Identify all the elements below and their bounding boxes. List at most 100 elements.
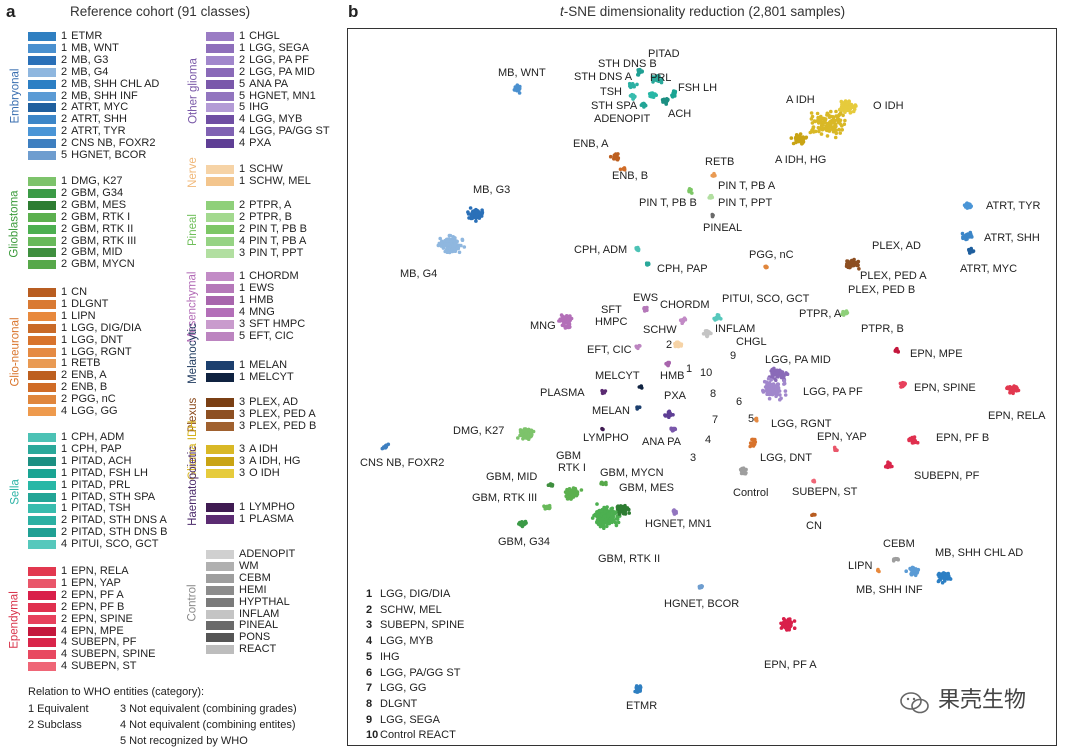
legend-swatch bbox=[206, 503, 234, 512]
sample-point bbox=[749, 442, 754, 446]
cluster-prl bbox=[647, 91, 658, 99]
cluster-label: EPN, PF A bbox=[764, 659, 817, 671]
legend-category-number: 1 bbox=[61, 490, 68, 503]
legend-label: CEBM bbox=[239, 572, 271, 584]
legend-category-number: 3 bbox=[239, 443, 246, 455]
legend-label: HYPTHAL bbox=[239, 596, 290, 608]
sample-point bbox=[816, 125, 821, 130]
legend-class-name: A IDH, HG bbox=[249, 454, 301, 467]
sample-point bbox=[611, 509, 616, 514]
sample-point bbox=[470, 211, 474, 215]
legend-class-name: ADENOPIT bbox=[239, 548, 296, 560]
legend-class-name: PTPR, B bbox=[249, 210, 292, 223]
cluster-atrt-shh bbox=[960, 230, 974, 242]
legend-label: 3 PLEX, AD bbox=[239, 397, 298, 408]
cluster-label: STH DNS B bbox=[598, 58, 657, 70]
sample-point bbox=[907, 438, 911, 443]
sample-point bbox=[614, 517, 619, 521]
cluster-pin-t-ppt bbox=[707, 193, 715, 200]
legend-swatch bbox=[206, 127, 234, 137]
sample-point bbox=[595, 502, 599, 506]
legend-swatch bbox=[28, 224, 56, 234]
legend-label: WM bbox=[239, 560, 259, 572]
sample-point bbox=[821, 126, 826, 131]
sample-point bbox=[673, 344, 678, 349]
cluster-label: STH DNS A bbox=[574, 71, 633, 83]
legend-label: 2 GBM, RTK III bbox=[61, 235, 136, 247]
cluster-epn-mpe bbox=[893, 346, 900, 354]
legend-class-name: CNS NB, FOXR2 bbox=[71, 137, 156, 150]
cluster-inflam bbox=[701, 329, 713, 339]
legend-label: 1 SCHW bbox=[239, 164, 283, 175]
legend-swatch bbox=[28, 115, 56, 125]
legend-class-name: PLASMA bbox=[249, 512, 294, 525]
sample-point bbox=[845, 311, 850, 315]
legend-category-number: 3 bbox=[239, 396, 246, 408]
sample-point bbox=[789, 136, 794, 140]
sample-point bbox=[768, 392, 772, 396]
sample-point bbox=[852, 263, 856, 267]
legend-label: 1 CPH, ADM bbox=[61, 432, 124, 443]
legend-swatch bbox=[206, 573, 234, 583]
legend-class-name: HGNET, BCOR bbox=[71, 149, 147, 161]
sample-point bbox=[459, 243, 463, 248]
cluster-label: DMG, K27 bbox=[453, 425, 504, 437]
legend-group-label: Glioblastoma bbox=[9, 190, 21, 258]
cluster-label: 4 bbox=[705, 434, 711, 446]
legend-label: 4 PITUI, SCO, GCT bbox=[61, 539, 159, 550]
sample-point bbox=[815, 111, 820, 116]
cluster-gbm-rtk-i bbox=[563, 486, 584, 501]
cluster-label: GBM, MID bbox=[486, 471, 537, 483]
number-key: 1 LGG, DIG/DIA 2 SCHW, MEL 3 SUBEPN, SPINE 4 LG… bbox=[366, 587, 464, 744]
legend-swatch bbox=[206, 561, 234, 571]
legend-label: 3 SFT HMPC bbox=[239, 318, 305, 330]
number-key-label: SUBEPN, SPINE bbox=[380, 619, 465, 632]
legend-class-name: HGNET, MN1 bbox=[249, 89, 316, 102]
legend-label: 1 LGG, SEGA bbox=[239, 42, 309, 54]
cluster-retb bbox=[710, 171, 717, 178]
legend-category-number: 2 bbox=[61, 89, 68, 102]
sample-point bbox=[840, 102, 845, 107]
sample-point bbox=[817, 129, 821, 134]
legend-label: 5 IHG bbox=[239, 102, 269, 113]
legend-category-number: 5 bbox=[239, 89, 246, 102]
legend-category-number: 1 bbox=[239, 30, 246, 42]
number-key-label: Control REACT bbox=[380, 729, 456, 742]
sample-point bbox=[637, 385, 642, 389]
cluster-pitui bbox=[712, 313, 723, 322]
sample-point bbox=[967, 205, 972, 210]
cluster-label: SCHW bbox=[643, 324, 677, 336]
sample-point bbox=[620, 510, 625, 514]
cluster-ptpr bbox=[840, 309, 850, 317]
legend-swatch bbox=[28, 139, 56, 149]
legend-class-name: PONS bbox=[239, 631, 271, 644]
legend-label: 3 PLEX, PED B bbox=[239, 420, 316, 432]
legend-label: 5 ANA PA bbox=[239, 78, 288, 90]
sample-point bbox=[523, 429, 528, 433]
legend-category-number: 2 bbox=[61, 125, 68, 138]
legend-category-number: 1 bbox=[239, 370, 246, 383]
cluster-mng bbox=[557, 313, 574, 330]
legend-label: 4 SUBEPN, SPINE bbox=[61, 649, 155, 660]
legend-label: 2 MB, G3 bbox=[61, 54, 108, 66]
legend-label: 3 PIN T, PPT bbox=[239, 247, 303, 259]
legend-label: 2 PITAD, STH DNS B bbox=[61, 527, 168, 538]
legend-category-number: 2 bbox=[239, 65, 246, 78]
sample-point bbox=[894, 557, 899, 561]
sample-point bbox=[717, 316, 722, 320]
sample-point bbox=[705, 334, 709, 338]
sample-point bbox=[912, 435, 917, 439]
legend-swatch bbox=[206, 550, 234, 559]
sample-point bbox=[770, 367, 774, 372]
legend-category-number: 4 bbox=[239, 125, 246, 138]
legend-category-number: 1 bbox=[61, 576, 68, 589]
legend-class-name: EFT, CIC bbox=[249, 329, 294, 342]
number-key-item: 10 Control REACT bbox=[366, 728, 464, 744]
legend-swatch bbox=[28, 260, 56, 270]
cluster-label: 5 bbox=[748, 413, 754, 425]
legend-category-number: 2 bbox=[61, 246, 68, 259]
legend-label: 1 HMB bbox=[239, 294, 274, 306]
cluster-label: CN bbox=[806, 520, 822, 532]
legend-label: 2 GBM, RTK I bbox=[61, 211, 130, 223]
